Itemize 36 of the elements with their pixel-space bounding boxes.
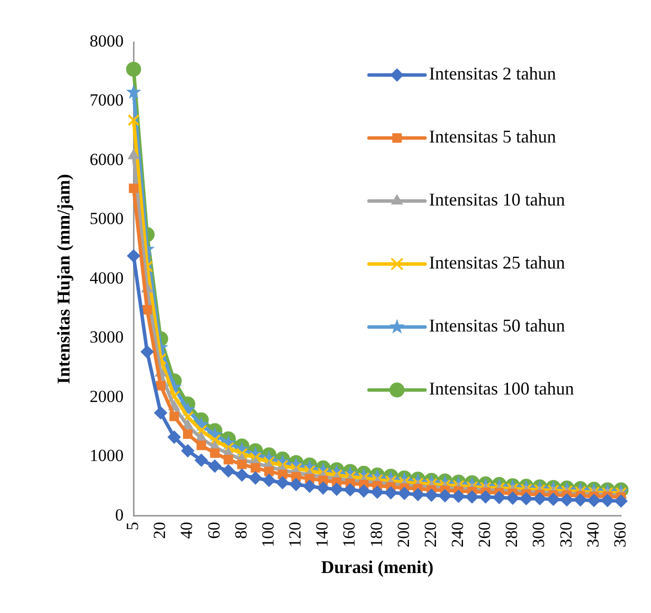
legend-label: Intensitas 5 tahun bbox=[429, 126, 556, 147]
y-tick-label: 2000 bbox=[90, 386, 124, 406]
x-tick-label: 300 bbox=[529, 522, 548, 548]
x-tick-label: 160 bbox=[340, 522, 359, 548]
x-tick-label: 240 bbox=[448, 522, 467, 548]
x-tick-label: 5 bbox=[123, 522, 142, 530]
x-tick-label: 220 bbox=[420, 522, 440, 548]
legend-label: Intensitas 10 tahun bbox=[429, 190, 565, 210]
x-tick-label: 320 bbox=[556, 522, 576, 548]
x-tick-label: 180 bbox=[366, 522, 386, 548]
y-tick-label: 4000 bbox=[90, 268, 124, 288]
y-tick-label: 0 bbox=[115, 505, 124, 524]
x-tick-label: 40 bbox=[177, 522, 196, 539]
y-tick-label: 7000 bbox=[90, 90, 124, 110]
x-tick-label: 200 bbox=[394, 522, 413, 548]
x-tick-label: 360 bbox=[610, 522, 630, 548]
x-tick-label: 60 bbox=[204, 522, 224, 539]
legend-label: Intensitas 100 tahun bbox=[429, 378, 574, 399]
x-tick-label: 280 bbox=[502, 522, 522, 548]
y-tick-label: 6000 bbox=[90, 150, 124, 169]
y-tick-label: 5000 bbox=[90, 209, 124, 228]
x-axis-title: Durasi (menit) bbox=[321, 556, 434, 577]
x-tick-label: 260 bbox=[475, 522, 494, 548]
y-axis-title: Intensitas Hujan (mm/jam) bbox=[53, 174, 74, 384]
x-tick-label: 140 bbox=[312, 522, 332, 548]
x-tick-label: 20 bbox=[150, 522, 170, 539]
y-tick-label: 1000 bbox=[90, 446, 124, 466]
y-tick-label: 3000 bbox=[90, 328, 124, 347]
x-tick-label: 120 bbox=[286, 522, 305, 548]
x-tick-label: 80 bbox=[231, 522, 250, 539]
legend-label: Intensitas 2 tahun bbox=[429, 64, 556, 84]
x-tick-label: 340 bbox=[583, 522, 602, 548]
legend-label: Intensitas 50 tahun bbox=[429, 316, 565, 336]
y-tick-label: 8000 bbox=[90, 31, 124, 50]
legend-label: Intensitas 25 tahun bbox=[429, 252, 565, 273]
x-tick-label: 100 bbox=[258, 522, 278, 548]
